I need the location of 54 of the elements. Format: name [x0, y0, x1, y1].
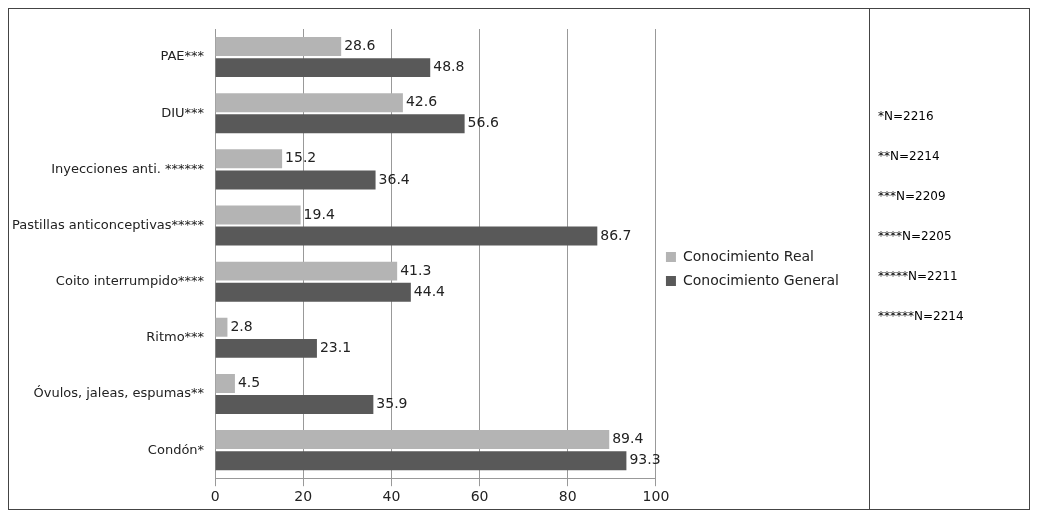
- bar: [215, 114, 465, 134]
- data-label: 28.6: [344, 37, 376, 54]
- bar: [215, 93, 403, 113]
- legend-label: Conocimiento Real: [682, 247, 815, 264]
- bar: [215, 430, 610, 450]
- text: *N=2216: [878, 109, 935, 123]
- data-label: 56.6: [467, 114, 499, 131]
- y-tick-label: Óvulos, jaleas, espumas**: [33, 385, 205, 401]
- data-label: 48.8: [433, 58, 465, 75]
- bar: [215, 282, 411, 302]
- data-label: 44.4: [413, 282, 446, 299]
- text: ******N=2214: [878, 309, 965, 323]
- data-label: 2.8: [230, 317, 253, 334]
- y-tick-label: Ritmo***: [146, 329, 205, 345]
- data-label: 4.5: [237, 374, 261, 391]
- y-tick-label: Inyecciones anti. ******: [51, 160, 205, 176]
- data-label: 15.2: [285, 149, 317, 166]
- text: **N=2214: [878, 149, 941, 163]
- x-tick-label: 100: [642, 488, 670, 505]
- bar: [215, 37, 342, 57]
- text: ***N=2209: [878, 189, 947, 203]
- bar: [215, 149, 283, 169]
- data-label: 86.7: [600, 226, 632, 243]
- bar: [215, 205, 301, 225]
- data-label: 36.4: [378, 170, 410, 187]
- y-tick-label: Condón*: [147, 441, 205, 457]
- legend-label: Conocimiento General: [682, 271, 839, 288]
- bar: [215, 373, 235, 393]
- bar: [215, 226, 598, 246]
- y-tick-label: DIU***: [161, 104, 205, 120]
- x-tick-label: 80: [558, 488, 577, 505]
- bar: [215, 261, 398, 281]
- bar: [215, 395, 374, 414]
- data-label: 93.3: [629, 451, 661, 468]
- x-tick-label: 0: [210, 488, 220, 505]
- bar: [215, 58, 431, 78]
- bar: [215, 317, 228, 337]
- data-label: 42.6: [405, 93, 438, 110]
- y-tick-label: Pastillas anticonceptivas*****: [12, 216, 205, 232]
- text: ****N=2205: [878, 229, 953, 243]
- x-tick-label: 40: [382, 488, 401, 505]
- y-tick-label: Coito interrumpido****: [55, 273, 205, 289]
- data-label: 89.4: [612, 430, 644, 447]
- text: *****N=2211: [878, 269, 959, 283]
- y-tick-label: PAE***: [160, 48, 205, 64]
- x-tick-label: 60: [470, 488, 489, 505]
- bar: [215, 170, 376, 190]
- bar: [215, 451, 627, 471]
- data-label: 19.4: [303, 205, 335, 222]
- data-label: 41.3: [400, 261, 432, 278]
- bar: [215, 338, 317, 358]
- data-label: 23.1: [319, 338, 352, 355]
- data-label: 35.9: [376, 395, 408, 412]
- x-tick-label: 20: [294, 488, 313, 505]
